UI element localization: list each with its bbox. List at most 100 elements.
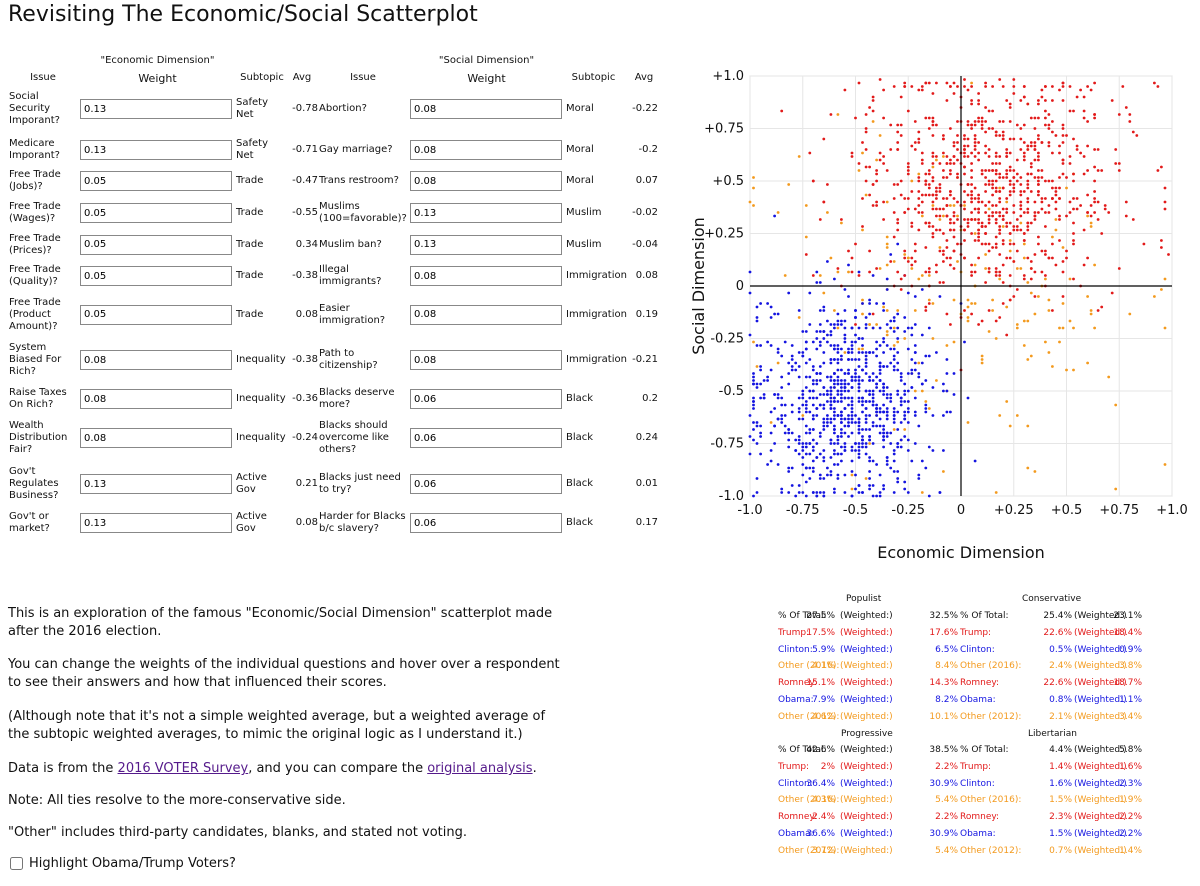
scatter-point-trump[interactable] xyxy=(980,169,984,172)
scatter-point-clinton[interactable] xyxy=(899,421,903,424)
scatter-point-trump[interactable] xyxy=(945,312,949,316)
scatter-point-clinton[interactable] xyxy=(840,389,843,393)
scatter-point-trump[interactable] xyxy=(1072,197,1075,200)
scatter-point-clinton[interactable] xyxy=(801,393,805,396)
scatter-point-trump[interactable] xyxy=(1008,256,1012,260)
scatter-point-trump[interactable] xyxy=(1037,102,1040,106)
scatter-point-clinton[interactable] xyxy=(801,396,805,400)
scatter-point-clinton[interactable] xyxy=(822,424,826,428)
scatter-point-trump[interactable] xyxy=(892,211,896,214)
scatter-point-trump[interactable] xyxy=(963,218,966,221)
scatter-point-other[interactable] xyxy=(903,428,907,431)
scatter-point-clinton[interactable] xyxy=(952,372,956,375)
scatter-point-other[interactable] xyxy=(801,414,805,417)
scatter-point-trump[interactable] xyxy=(1001,239,1005,242)
scatter-point-clinton[interactable] xyxy=(762,393,766,396)
scatter-point-clinton[interactable] xyxy=(794,449,798,452)
scatter-point-trump[interactable] xyxy=(1029,144,1033,148)
scatter-point-clinton[interactable] xyxy=(885,288,889,291)
scatter-point-clinton[interactable] xyxy=(868,298,871,302)
scatter-point-clinton[interactable] xyxy=(871,421,875,424)
scatter-point-clinton[interactable] xyxy=(850,421,854,424)
scatter-point-trump[interactable] xyxy=(1096,218,1100,221)
scatter-point-other[interactable] xyxy=(1044,340,1047,344)
scatter-point-trump[interactable] xyxy=(864,113,868,116)
scatter-point-clinton[interactable] xyxy=(864,417,868,421)
scatter-point-trump[interactable] xyxy=(956,242,959,246)
scatter-point-trump[interactable] xyxy=(1008,242,1012,246)
scatter-point-trump[interactable] xyxy=(931,207,935,211)
scatter-point-clinton[interactable] xyxy=(857,417,861,421)
scatter-point-trump[interactable] xyxy=(1040,249,1044,253)
scatter-point-trump[interactable] xyxy=(991,127,994,130)
scatter-point-trump[interactable] xyxy=(1117,169,1121,172)
scatter-point-other[interactable] xyxy=(1086,295,1089,298)
scatter-point-trump[interactable] xyxy=(1142,242,1146,246)
scatter-point-clinton[interactable] xyxy=(783,340,787,344)
scatter-point-clinton[interactable] xyxy=(847,263,850,267)
scatter-point-trump[interactable] xyxy=(994,169,998,172)
scatter-point-trump[interactable] xyxy=(952,81,956,85)
scatter-point-clinton[interactable] xyxy=(790,368,794,372)
scatter-point-clinton[interactable] xyxy=(808,375,812,379)
scatter-point-trump[interactable] xyxy=(973,239,977,242)
scatter-point-clinton[interactable] xyxy=(797,438,801,442)
scatter-point-trump[interactable] xyxy=(822,200,826,204)
scatter-point-trump[interactable] xyxy=(927,127,931,130)
scatter-point-clinton[interactable] xyxy=(836,435,840,438)
scatter-point-trump[interactable] xyxy=(1058,144,1061,148)
scatter-point-trump[interactable] xyxy=(1061,270,1065,274)
scatter-point-clinton[interactable] xyxy=(882,382,885,386)
scatter-point-other[interactable] xyxy=(804,204,808,207)
scatter-point-other[interactable] xyxy=(1015,267,1019,270)
scatter-point-trump[interactable] xyxy=(1040,270,1044,274)
scatter-point-clinton[interactable] xyxy=(815,494,819,498)
scatter-point-clinton[interactable] xyxy=(797,491,801,494)
scatter-point-trump[interactable] xyxy=(850,151,854,155)
scatter-point-clinton[interactable] xyxy=(875,463,878,466)
scatter-point-trump[interactable] xyxy=(977,116,980,120)
social-weight-input[interactable] xyxy=(410,513,562,533)
scatter-point-clinton[interactable] xyxy=(780,354,784,358)
scatter-point-trump[interactable] xyxy=(878,151,882,155)
scatter-point-trump[interactable] xyxy=(945,214,949,218)
scatter-point-trump[interactable] xyxy=(927,221,931,225)
scatter-point-clinton[interactable] xyxy=(818,393,822,396)
scatter-point-trump[interactable] xyxy=(984,144,987,148)
scatter-point-trump[interactable] xyxy=(994,172,998,176)
scatter-point-trump[interactable] xyxy=(1037,158,1040,162)
scatter-point-clinton[interactable] xyxy=(787,431,791,435)
scatter-point-other[interactable] xyxy=(882,305,885,309)
scatter-point-trump[interactable] xyxy=(808,151,812,155)
scatter-point-trump[interactable] xyxy=(1047,256,1051,260)
scatter-point-trump[interactable] xyxy=(1163,186,1167,190)
scatter-point-other[interactable] xyxy=(776,211,780,214)
scatter-point-clinton[interactable] xyxy=(850,347,854,351)
scatter-point-clinton[interactable] xyxy=(794,438,798,442)
scatter-point-clinton[interactable] xyxy=(889,431,893,435)
scatter-point-other[interactable] xyxy=(878,134,882,137)
scatter-point-clinton[interactable] xyxy=(847,417,850,421)
scatter-point-trump[interactable] xyxy=(896,130,900,134)
scatter-point-trump[interactable] xyxy=(1008,169,1012,172)
scatter-point-trump[interactable] xyxy=(1001,242,1005,246)
scatter-point-other[interactable] xyxy=(1072,368,1075,372)
scatter-point-clinton[interactable] xyxy=(804,407,808,410)
scatter-point-clinton[interactable] xyxy=(818,323,822,326)
scatter-point-trump[interactable] xyxy=(1012,211,1016,214)
scatter-point-clinton[interactable] xyxy=(903,389,907,393)
scatter-point-trump[interactable] xyxy=(1008,137,1012,141)
scatter-point-clinton[interactable] xyxy=(769,316,773,319)
scatter-point-trump[interactable] xyxy=(920,158,924,162)
social-weight-input[interactable] xyxy=(410,304,562,325)
scatter-point-trump[interactable] xyxy=(1082,95,1086,99)
scatter-point-clinton[interactable] xyxy=(822,305,826,309)
scatter-point-other[interactable] xyxy=(927,274,931,277)
scatter-point-trump[interactable] xyxy=(903,249,907,253)
scatter-point-clinton[interactable] xyxy=(829,407,833,410)
scatter-point-clinton[interactable] xyxy=(892,421,896,424)
scatter-point-clinton[interactable] xyxy=(917,477,921,480)
scatter-point-trump[interactable] xyxy=(1037,179,1040,183)
scatter-point-trump[interactable] xyxy=(956,141,959,144)
scatter-point-trump[interactable] xyxy=(1029,277,1033,281)
